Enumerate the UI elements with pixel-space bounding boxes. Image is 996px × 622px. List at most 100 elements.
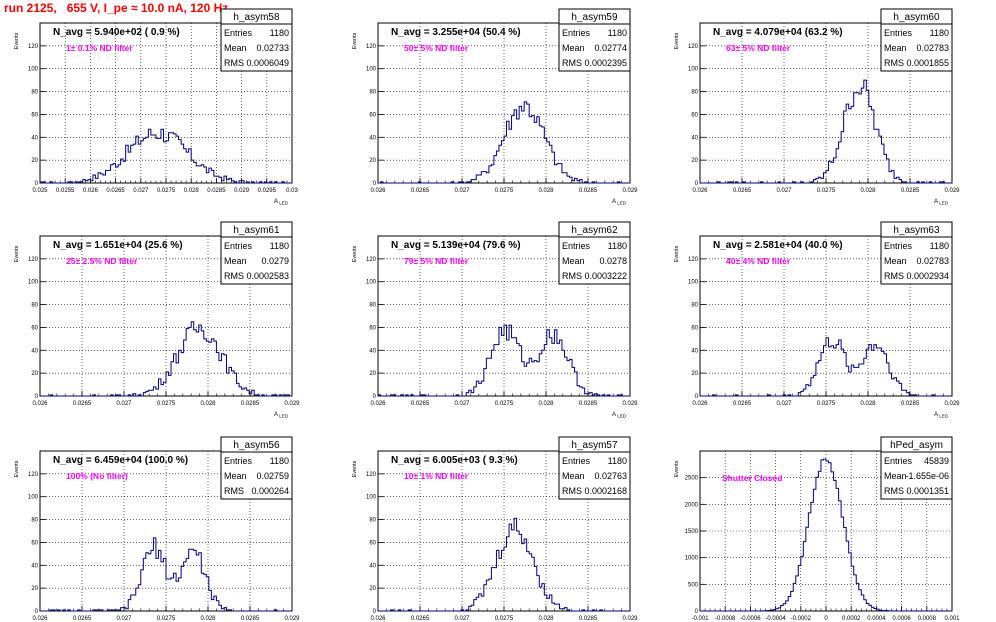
y-tick-label: 0: [373, 609, 377, 615]
histogram-line: [700, 337, 952, 397]
stats-mean-label: Mean: [884, 471, 907, 481]
stats-rms-value: 0.0002395: [584, 58, 627, 68]
y-tick-label: 0: [695, 609, 699, 615]
y-tick-label: 20: [369, 586, 376, 592]
x-tick-label: 0.0275: [495, 616, 514, 622]
x-tick-label: 0.026: [32, 616, 48, 622]
y-axis-title: Events: [14, 32, 20, 49]
x-tick-label: 0.025: [32, 188, 48, 194]
histogram-line: [378, 101, 630, 184]
x-tick-label: 0.001: [944, 616, 960, 622]
y-axis-title: Events: [14, 460, 20, 477]
y-tick-label: 0: [695, 181, 699, 187]
y-tick-label: 60: [31, 540, 38, 546]
stats-rms-value: 0.0003222: [584, 271, 627, 281]
x-tick-label: 0.026: [32, 401, 48, 407]
y-tick-label: 60: [369, 112, 376, 118]
x-tick-label: 0.0285: [207, 188, 226, 194]
stats-box: [220, 451, 293, 500]
y-tick-label: 40: [691, 348, 698, 354]
x-tick-label: 0.0265: [106, 188, 125, 194]
y-tick-label: 120: [688, 257, 699, 263]
n-avg-label: N_avg = 5.139e+04 (79.6 %): [391, 240, 521, 251]
filter-annotation: 25± 2.5% ND filter: [66, 256, 138, 266]
y-tick-label: 40: [369, 135, 376, 141]
x-tick-label: 0.0265: [733, 188, 752, 194]
stats-mean-value: 0.0279: [261, 256, 289, 266]
stats-mean-label: Mean: [224, 43, 247, 53]
n-avg-label: N_avg = 6.005e+03 ( 9.3 %): [391, 455, 518, 466]
x-tick-label: 0.0285: [241, 401, 260, 407]
stats-box: [558, 23, 631, 72]
x-tick-label: 0.03: [286, 188, 298, 194]
x-axis-subscript: LED: [616, 201, 627, 206]
y-tick-label: 80: [369, 518, 376, 524]
y-tick-label: 100: [366, 67, 377, 73]
y-tick-label: 20: [691, 371, 698, 377]
stats-mean-value: 0.02783: [916, 43, 949, 53]
filter-annotation: 40± 4% ND filter: [726, 256, 791, 266]
y-tick-label: 80: [369, 303, 376, 309]
histogram-line: [700, 458, 952, 612]
stats-entries-value: 1180: [608, 241, 627, 251]
x-tick-label: 0.0265: [411, 616, 430, 622]
x-tick-label: 0.0275: [817, 401, 836, 407]
y-tick-label: 40: [31, 563, 38, 569]
x-tick-label: 0.028: [538, 616, 554, 622]
stats-rms-label: RMS: [562, 271, 582, 281]
y-tick-label: 20: [369, 371, 376, 377]
y-tick-label: 100: [28, 280, 39, 286]
stats-box: [220, 236, 293, 285]
x-axis-subscript: LED: [616, 414, 627, 419]
x-tick-label: 0.029: [622, 401, 638, 407]
n-avg-label: N_avg = 5.940e+02 ( 0.9 %): [53, 27, 180, 38]
histogram-panel-h_asym63: 0.026 0.0265 0.027 0.0275 0.028 0.0285 0.029 0 2…: [674, 221, 960, 419]
x-tick-label: 0.029: [234, 188, 250, 194]
n-avg-label: N_avg = 2.581e+04 (40.0 %): [713, 240, 843, 251]
y-tick-label: 40: [691, 135, 698, 141]
filter-annotation: 79± 5% ND filter: [404, 256, 469, 266]
histogram-line: [378, 517, 630, 612]
stats-entries-value: 45839: [924, 456, 949, 466]
x-tick-label: 0.026: [692, 188, 708, 194]
stats-mean-label: Mean: [562, 256, 585, 266]
x-tick-label: 0.0285: [579, 188, 598, 194]
x-tick-label: 0.028: [184, 188, 200, 194]
y-axis-title: Events: [674, 32, 680, 49]
stats-title: h_asym61: [233, 225, 280, 236]
n-avg-label: N_avg = 1.651e+04 (25.6 %): [53, 240, 183, 251]
stats-rms-value: 0.0002168: [584, 486, 627, 496]
stats-entries-label: Entries: [562, 241, 591, 251]
stats-mean-value: 0.02783: [916, 256, 949, 266]
y-axis-title: Events: [674, 245, 680, 262]
x-tick-label: 0.0275: [817, 188, 836, 194]
y-tick-label: 80: [691, 303, 698, 309]
stats-title: h_asym57: [571, 440, 618, 451]
y-tick-label: 20: [31, 586, 38, 592]
y-tick-label: 120: [366, 257, 377, 263]
x-tick-label: 0.0265: [73, 401, 92, 407]
y-tick-label: 120: [366, 472, 377, 478]
y-tick-label: 60: [31, 325, 38, 331]
x-axis-title: A LED: [612, 412, 627, 419]
y-tick-label: 100: [28, 495, 39, 501]
stats-mean-value: 0.0278: [599, 256, 627, 266]
x-axis-title: A LED: [934, 199, 949, 206]
filter-annotation: 10± 1% ND filter: [404, 471, 469, 481]
x-tick-label: 0.027: [116, 616, 132, 622]
y-tick-label: 500: [688, 582, 699, 588]
x-tick-label: 0.0275: [157, 188, 176, 194]
y-tick-label: 60: [369, 325, 376, 331]
stats-mean-value: -1.655e-06: [905, 471, 949, 481]
y-tick-label: 20: [369, 158, 376, 164]
x-tick-label: 0.0275: [157, 401, 176, 407]
histogram-panel-h_asym59: 0.026 0.0265 0.027 0.0275 0.028 0.0285 0.029 0 2…: [352, 8, 638, 206]
stats-entries-label: Entries: [562, 28, 591, 38]
stats-mean-label: Mean: [884, 43, 907, 53]
stats-title: h_asym59: [571, 12, 618, 23]
y-tick-label: 0: [35, 394, 39, 400]
x-tick-label: 0.026: [370, 616, 386, 622]
x-tick-label: 0.026: [370, 401, 386, 407]
y-tick-label: 60: [691, 325, 698, 331]
